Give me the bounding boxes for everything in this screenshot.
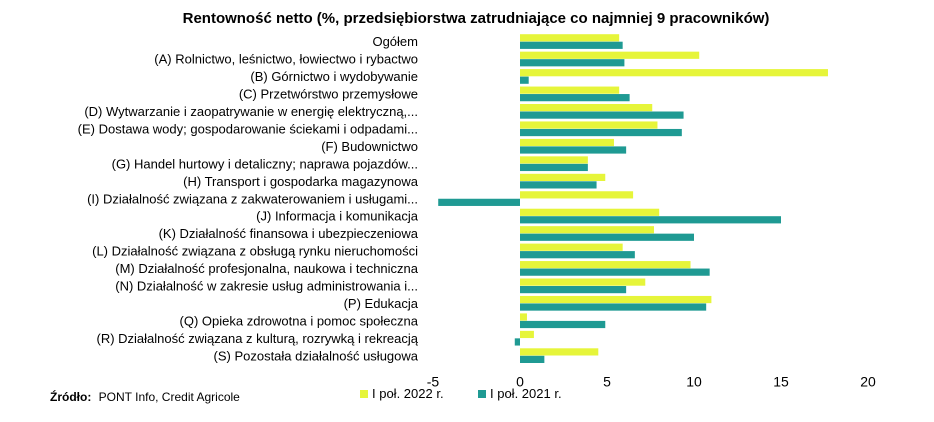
category-label: (J) Informacja i komunikacja xyxy=(256,209,419,224)
bar-series-1 xyxy=(520,173,606,181)
legend-label: I poł. 2022 r. xyxy=(372,386,444,401)
x-tick-label: 15 xyxy=(773,374,789,390)
category-label: (A) Rolnictwo, leśnictwo, łowiectwo i ry… xyxy=(154,52,418,67)
category-label: (E) Dostawa wody; gospodarowanie ściekam… xyxy=(78,121,418,136)
source-text: PONT Info, Credit Agricole xyxy=(99,390,240,404)
bar-series-2 xyxy=(520,303,707,311)
legend-swatch xyxy=(478,390,486,398)
x-tick-label: -5 xyxy=(427,374,440,390)
bar-series-2 xyxy=(520,59,625,67)
bar-series-2 xyxy=(520,251,635,259)
bar-series-1 xyxy=(520,156,588,164)
bar-series-1 xyxy=(520,313,527,321)
category-label: (R) Działalność związana z kulturą, rozr… xyxy=(97,331,419,346)
x-tick-label: 5 xyxy=(603,374,611,390)
category-label: (F) Budownictwo xyxy=(321,139,418,154)
bar-series-2 xyxy=(520,181,597,189)
category-label: (P) Edukacja xyxy=(344,296,419,311)
category-label: (I) Działalność związana z zakwaterowani… xyxy=(87,191,418,206)
category-label: (C) Przetwórstwo przemysłowe xyxy=(239,87,418,102)
category-label: (L) Działalność związana z obsługą rynku… xyxy=(92,244,418,259)
x-tick-label: 20 xyxy=(860,374,876,390)
category-label: (N) Działalność w zakresie usług adminis… xyxy=(115,279,418,294)
bar-series-1 xyxy=(520,226,654,234)
category-label: (G) Handel hurtowy i detaliczny; naprawa… xyxy=(112,156,418,171)
bar-series-2 xyxy=(520,41,623,49)
bar-series-1 xyxy=(520,121,658,129)
bar-series-2 xyxy=(514,338,520,346)
category-label: Ogółem xyxy=(372,34,418,49)
bar-series-1 xyxy=(520,348,599,356)
bar-series-2 xyxy=(520,286,627,294)
x-tick-label: 0 xyxy=(516,374,524,390)
bar-series-1 xyxy=(520,243,623,251)
bar-series-2 xyxy=(520,111,684,119)
category-label: (K) Działalność finansowa i ubezpieczeni… xyxy=(159,226,419,241)
bar-series-2 xyxy=(520,320,606,329)
x-tick-label: 10 xyxy=(686,374,702,390)
bar-series-2 xyxy=(438,198,520,206)
bar-series-2 xyxy=(520,355,545,363)
bar-series-2 xyxy=(520,233,694,241)
category-label: (S) Pozostała działalność usługowa xyxy=(214,348,419,363)
bar-series-2 xyxy=(520,163,588,172)
category-label: (M) Działalność profesjonalna, naukowa i… xyxy=(115,261,419,276)
bar-series-1 xyxy=(520,51,700,59)
bar-series-2 xyxy=(520,76,529,84)
category-label: (D) Wytwarzanie i zaopatrywanie w energi… xyxy=(84,104,418,119)
x-axis-tick-labels: -5 0 5 10 15 20 xyxy=(427,374,876,390)
bar-series-1 xyxy=(520,261,691,269)
legend-label: I poł. 2021 r. xyxy=(490,386,562,401)
bar-series-2 xyxy=(520,268,710,276)
source-label: Źródło: xyxy=(50,389,91,404)
bar-series-1 xyxy=(520,330,534,339)
category-label: (B) Górnictwo i wydobywanie xyxy=(250,69,418,84)
bar-series-2 xyxy=(520,146,627,154)
category-labels: Ogółem (A) Rolnictwo, leśnictwo, łowiectw… xyxy=(78,34,419,363)
source-note: Źródło: PONT Info, Credit Agricole xyxy=(50,389,240,404)
bar-series-1 xyxy=(520,69,828,77)
bar-series-1 xyxy=(520,34,620,42)
bar-series-1 xyxy=(520,104,653,112)
bar-series-1 xyxy=(520,208,660,216)
chart-title: Rentowność netto (%, przedsiębiorstwa za… xyxy=(183,10,770,27)
bar-series-2 xyxy=(520,128,682,137)
legend: I poł. 2022 r. I poł. 2021 r. xyxy=(360,386,562,401)
bar-series-1 xyxy=(520,86,620,94)
bar-series-1 xyxy=(520,191,634,199)
bar-series-1 xyxy=(520,138,614,147)
bar-series-2 xyxy=(520,216,781,224)
bar-series-1 xyxy=(520,295,712,304)
category-label: (Q) Opieka zdrowotna i pomoc społeczna xyxy=(180,313,419,328)
bar-series-1 xyxy=(520,278,646,286)
legend-swatch xyxy=(360,390,368,398)
category-label: (H) Transport i gospodarka magazynowa xyxy=(183,174,419,189)
bar-series-2 xyxy=(520,94,630,102)
bars-group xyxy=(438,34,828,363)
